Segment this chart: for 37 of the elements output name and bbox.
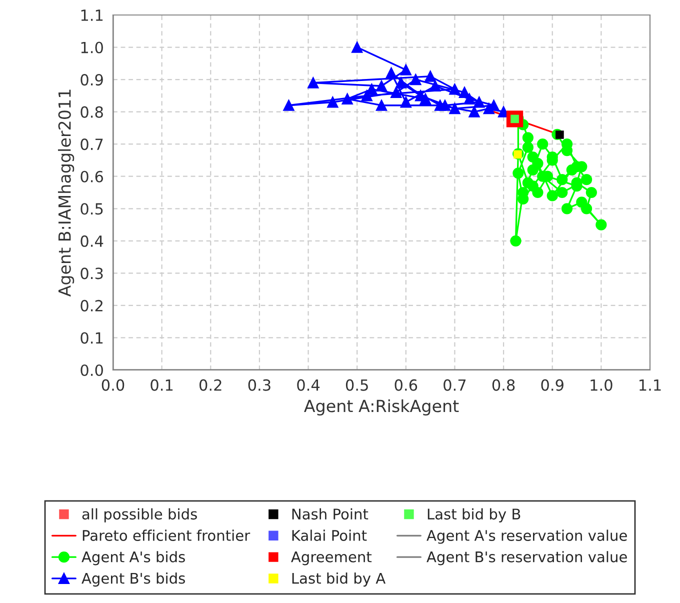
legend-label: Nash Point bbox=[292, 508, 368, 520]
legend-label: Agent A's reservation value bbox=[426, 530, 627, 544]
y-axis-title: Agent B:IAMhaggler2011 bbox=[58, 90, 74, 297]
x-tick-label: 0.5 bbox=[346, 379, 368, 391]
y-tick-label: 0.5 bbox=[80, 203, 103, 215]
legend-label: Kalai Point bbox=[292, 530, 367, 541]
legend-label: Agent B's reservation value bbox=[426, 551, 627, 566]
legend-label: Pareto efficient frontier bbox=[82, 530, 250, 541]
x-tick-label: 0.2 bbox=[199, 379, 222, 391]
legend-label: Last bid by A bbox=[292, 572, 386, 587]
legend-label: all possible bids bbox=[82, 508, 197, 522]
x-tick-label: 0.9 bbox=[541, 379, 564, 391]
legend-label: Agreement bbox=[291, 552, 372, 566]
x-tick-label: 0.0 bbox=[102, 379, 124, 391]
x-tick-label: 0.3 bbox=[248, 379, 270, 391]
x-tick-label: 0.8 bbox=[492, 379, 515, 391]
legend-label: Last bid by B bbox=[428, 508, 520, 522]
x-tick-label: 0.4 bbox=[297, 379, 320, 391]
y-tick-label: 0.9 bbox=[80, 74, 103, 86]
y-tick-label: 0.1 bbox=[80, 332, 103, 344]
x-tick-label: 0.6 bbox=[394, 379, 418, 391]
y-tick-label: 0.0 bbox=[80, 364, 103, 376]
y-tick-label: 1.1 bbox=[81, 10, 103, 21]
x-axis-title: Agent A:RiskAgent bbox=[304, 399, 459, 416]
x-tick-label: 1.0 bbox=[590, 379, 612, 391]
y-tick-label: 1.0 bbox=[81, 42, 103, 54]
x-tick-label: 0.7 bbox=[444, 379, 466, 391]
y-tick-label: 0.2 bbox=[80, 300, 102, 312]
y-tick-label: 0.7 bbox=[80, 138, 103, 150]
y-tick-label: 0.4 bbox=[80, 235, 104, 247]
legend-label: Agent B's bids bbox=[82, 572, 185, 587]
x-tick-label: 0.1 bbox=[150, 379, 173, 391]
y-tick-label: 0.3 bbox=[80, 268, 103, 280]
y-tick-label: 0.6 bbox=[80, 170, 104, 182]
x-tick-label: 1.1 bbox=[640, 380, 661, 391]
y-tick-label: 0.8 bbox=[80, 106, 103, 118]
legend-label: Agent A's bids bbox=[82, 551, 185, 566]
